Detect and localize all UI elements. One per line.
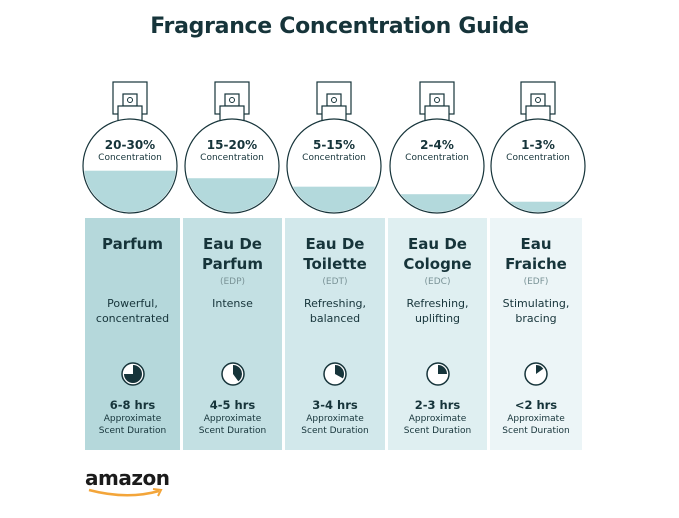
- perfume-bottle-icon: [82, 81, 178, 214]
- brand-wordmark: amazon: [85, 466, 170, 490]
- fragrance-name: Parfum: [102, 235, 163, 253]
- liquid-level: [492, 201, 584, 212]
- duration-label: Approximate Scent Duration: [98, 414, 167, 436]
- clock-icon: [120, 362, 145, 386]
- concentration-value: 1-3%: [521, 138, 555, 152]
- clock-icon: [323, 362, 347, 386]
- duration-label: Approximate Scent Duration: [403, 414, 472, 436]
- amazon-logo: amazon: [85, 466, 170, 497]
- fragrance-abbr: (EDT): [322, 277, 348, 287]
- concentration-label: Concentration: [506, 153, 570, 163]
- column-2: Eau De Toilette (EDT) Refreshing, balanced…: [285, 218, 385, 450]
- concentration-label: Concentration: [302, 153, 366, 163]
- concentration-value: 2-4%: [420, 138, 454, 152]
- concentration-value: 5-15%: [312, 138, 356, 152]
- duration-value: <2 hrs: [514, 398, 558, 412]
- page-title: Fragrance Concentration Guide: [150, 14, 529, 39]
- bottle-1: 15-20% Concentration: [180, 80, 284, 216]
- fragrance-name: Eau De Toilette: [303, 235, 367, 273]
- bottle-2: 5-15% Concentration: [282, 80, 386, 216]
- bottle-4: 1-3% Concentration: [486, 80, 590, 216]
- duration-label: Approximate Scent Duration: [198, 414, 267, 436]
- smile-arrow-icon: [88, 488, 163, 497]
- duration-value: 6-8 hrs: [109, 398, 156, 412]
- concentration-label: Concentration: [98, 153, 162, 163]
- duration-value: 2-3 hrs: [414, 398, 461, 412]
- fragrance-description: Powerful, concentrated: [95, 297, 170, 325]
- clock-icon: [425, 362, 450, 386]
- column-0: Parfum Powerful, concentrated 6-8 hrs App…: [85, 218, 180, 450]
- bottle-0: 20-30% Concentration: [78, 80, 182, 216]
- liquid-level: [84, 170, 176, 212]
- fragrance-name: Eau De Parfum: [202, 235, 263, 273]
- bottle-3: 2-4% Concentration: [385, 80, 489, 216]
- fragrance-name: Eau De Cologne: [403, 235, 472, 273]
- liquid-level: [288, 186, 380, 212]
- fragrance-abbr: (EDP): [219, 277, 246, 287]
- concentration-value: 20-30%: [104, 138, 156, 152]
- perfume-bottle-icon: [184, 81, 280, 214]
- fragrance-description: Refreshing, uplifting: [406, 297, 469, 325]
- duration-label: Approximate Scent Duration: [502, 414, 570, 436]
- perfume-bottle-icon: [490, 81, 586, 214]
- duration-value: 4-5 hrs: [209, 398, 256, 412]
- duration-label: Approximate Scent Duration: [301, 414, 369, 436]
- fragrance-name: Eau Fraiche: [505, 235, 567, 273]
- perfume-bottle-icon: [389, 81, 485, 214]
- column-3: Eau De Cologne (EDC) Refreshing, uplifting…: [388, 218, 487, 450]
- clock-icon: [220, 362, 245, 386]
- clock-icon: [524, 362, 548, 386]
- concentration-label: Concentration: [405, 153, 469, 163]
- duration-value: 3-4 hrs: [312, 398, 358, 412]
- liquid-level: [186, 178, 278, 212]
- perfume-bottle-icon: [286, 81, 382, 214]
- fragrance-description: Stimulating, bracing: [502, 297, 570, 325]
- concentration-value: 15-20%: [206, 138, 258, 152]
- fragrance-abbr: (EDF): [523, 277, 549, 287]
- concentration-label: Concentration: [200, 153, 264, 163]
- fragrance-abbr: (EDC): [424, 277, 451, 287]
- fragrance-description: Refreshing, balanced: [303, 297, 367, 325]
- fragrance-description: Intense: [212, 297, 253, 310]
- column-4: Eau Fraiche (EDF) Stimulating, bracing <2 …: [490, 218, 582, 450]
- column-1: Eau De Parfum (EDP) Intense 4-5 hrs Appro…: [183, 218, 282, 450]
